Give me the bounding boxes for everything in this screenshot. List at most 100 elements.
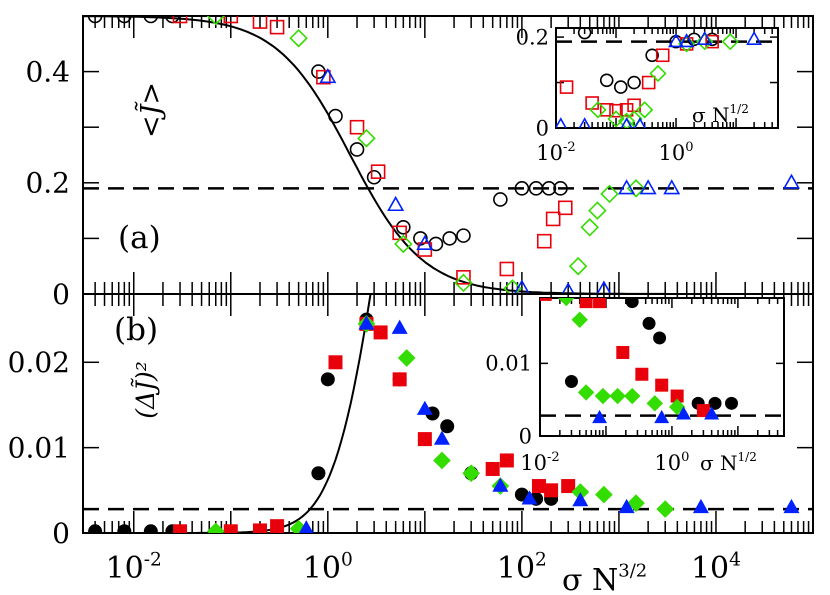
inset-b-y-tick-label-1: 0.01: [485, 352, 532, 376]
panel-a-point-s1-6: [370, 164, 386, 179]
inset-b: 00.01 10-2 100 σ N1/2: [485, 297, 785, 475]
panel-a-ticks: [82, 16, 814, 295]
panel-a-point-s1-0: [172, 16, 188, 24]
panel-b-point-s2-8: [595, 485, 613, 504]
inset-b-y-tick-label-0: 0: [519, 424, 532, 448]
panel-a-point-s2-6: [568, 256, 588, 276]
inset-b-point-s0-3: [653, 331, 667, 345]
panel-a-point-s0-3: [165, 16, 180, 24]
panel-a-y-tick-label-0: 0: [52, 278, 70, 311]
inset-b-point-s2-4: [609, 387, 626, 405]
inset-a-point-s0-0: [577, 28, 592, 40]
inset-a-point-s1-4: [619, 103, 634, 117]
panel-b-point-s3-10: [783, 498, 800, 514]
inset-a-marks: [556, 28, 763, 128]
panel-b-point-s1-10: [499, 453, 514, 468]
inset-a-point-s1-9: [705, 34, 719, 49]
panel-a-point-s1-13: [557, 200, 573, 216]
panel-b-point-s1-8: [417, 432, 432, 447]
panel-b-point-s0-1: [117, 524, 132, 533]
panel-a-label: (a): [118, 220, 161, 256]
panel-b-point-s3-9: [692, 498, 709, 514]
inset-a-x-tick-label-0: 10-2: [536, 140, 575, 165]
panel-b-point-s1-1: [223, 524, 238, 533]
inset-b-x-tick-label-0: 10-2: [520, 450, 559, 475]
panel-b-point-s1-3: [270, 519, 285, 533]
panel-a-point-s3-1: [387, 195, 405, 212]
inset-a-point-s1-7: [655, 48, 670, 63]
inset-a-point-s0-3: [627, 75, 641, 90]
inset-a-point-s1-6: [641, 75, 656, 90]
panel-b-x-tick-label-1: 100: [303, 549, 353, 586]
panel-a-point-s0-2: [143, 16, 159, 24]
panel-a-point-s2-5: [503, 279, 522, 294]
panel-b: (b) (ΔJ̃)² 00.010.02 10-2 100 102 104 σ N3/…: [8, 293, 814, 595]
inset-a-point-s3-2: [620, 117, 633, 128]
inset-a-point-s2-7: [696, 33, 714, 51]
panel-b-point-s0-4: [311, 466, 326, 481]
inset-a-point-s3-4: [668, 33, 685, 48]
panel-a-y-tick-label-2: 0.4: [25, 55, 70, 88]
panel-b-point-s3-5: [492, 477, 509, 492]
panel-a-y-tick-label-1: 0.2: [25, 167, 70, 200]
panel-a-y-tick-labels: 0 0.2 0.4: [25, 55, 70, 310]
inset-a-point-s2-6: [677, 35, 696, 53]
panel-b-x-tick-label-2: 102: [497, 549, 547, 586]
panel-b-point-s2-9: [627, 494, 645, 512]
inset-a-point-s1-3: [609, 103, 623, 118]
panel-b-x-tick-label-0: 10-2: [106, 549, 162, 586]
inset-b-point-s2-7: [668, 398, 686, 416]
inset-a-point-s3-6: [696, 30, 713, 45]
panel-b-point-s0-9: [440, 419, 455, 434]
panel-a-point-s1-2: [252, 16, 268, 29]
inset-a-point-s0-1: [599, 73, 614, 88]
inset-a-point-s2-3: [625, 110, 643, 128]
panel-a-point-s0-0: [87, 16, 103, 24]
inset-a-point-s3-3: [633, 117, 646, 128]
inset-a-point-s3-5: [678, 33, 695, 48]
inset-b-point-s0-5: [708, 396, 722, 410]
panel-a-marks: [87, 16, 800, 294]
inset-a-point-s3-7: [746, 30, 763, 45]
panel-a-point-s0-5: [328, 108, 343, 124]
inset-b-point-s2-0: [558, 298, 575, 307]
inset-a-y-tick-label-0: 0: [536, 116, 549, 140]
inset-a-point-s1-2: [599, 103, 614, 117]
panel-a-ylabel: <J̃>: [134, 82, 167, 138]
panel-b-point-s2-3: [397, 349, 416, 367]
panel-b-point-s3-1: [358, 315, 375, 330]
panel-a-point-s2-3: [394, 234, 413, 254]
panel-a-point-s2-9: [600, 184, 619, 204]
inset-b-x-tick-labels: 10-2 100: [520, 450, 689, 475]
inset-a-point-s2-1: [607, 110, 625, 128]
panel-b-point-s2-0: [206, 522, 225, 533]
inset-a-point-s3-1: [578, 117, 591, 128]
panel-a-point-s1-10: [499, 261, 515, 277]
panel-a-point-s0-12: [456, 228, 471, 243]
panel-b-fit-curve: [83, 294, 372, 533]
inset-a-point-s0-4: [645, 48, 659, 63]
inset-b-marks: [540, 298, 739, 424]
panel-a-point-s2-8: [588, 201, 607, 220]
panel-a-point-s1-3: [269, 19, 285, 35]
panel-b-point-s3-7: [572, 492, 589, 507]
panel-b-point-s2-4: [433, 451, 451, 470]
inset-b-point-s1-4: [635, 367, 649, 381]
inset-a-x-tick-label-1: 100: [659, 140, 694, 165]
panel-b-point-s2-10: [656, 500, 675, 518]
panel-b-label: (b): [114, 312, 158, 348]
panel-a-point-s0-1: [117, 16, 132, 24]
panel-b-point-s1-9: [485, 461, 500, 476]
panel-a-point-s0-6: [349, 142, 365, 157]
inset-b-point-s2-5: [624, 387, 641, 405]
panel-a-point-s0-7: [366, 169, 382, 185]
inset-a-xlabel: σ N1/2: [692, 102, 749, 127]
inset-b-y-tick-labels: 00.01: [485, 352, 532, 449]
inset-b-point-s2-2: [577, 384, 595, 401]
panel-a-point-s1-12: [545, 211, 561, 227]
panel-a-point-s0-17: [553, 181, 568, 196]
panel-b-point-s0-2: [143, 524, 158, 533]
inset-b-point-s1-3: [616, 345, 630, 359]
panel-a-point-s1-9: [456, 270, 471, 285]
